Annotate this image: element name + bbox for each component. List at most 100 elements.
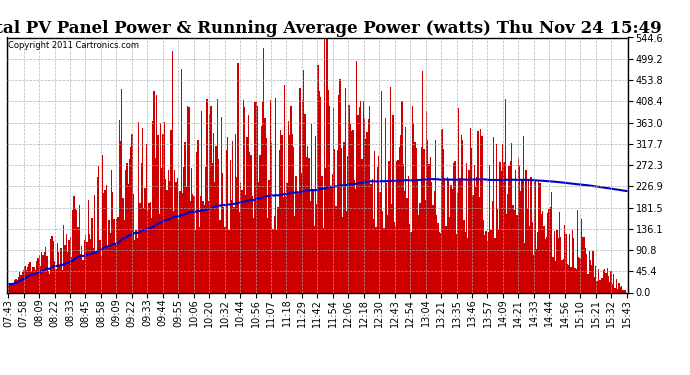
Bar: [316, 204, 317, 292]
Bar: [257, 106, 258, 292]
Bar: [77, 227, 79, 292]
Bar: [603, 270, 604, 292]
Bar: [162, 134, 164, 292]
Bar: [117, 217, 119, 292]
Bar: [388, 161, 390, 292]
Bar: [262, 101, 263, 292]
Bar: [169, 182, 170, 292]
Bar: [313, 226, 315, 292]
Bar: [553, 231, 555, 292]
Bar: [611, 271, 612, 292]
Bar: [618, 283, 620, 292]
Bar: [108, 220, 110, 292]
Bar: [528, 180, 529, 292]
Bar: [304, 114, 306, 292]
Bar: [242, 100, 244, 292]
Bar: [454, 160, 455, 292]
Bar: [246, 137, 248, 292]
Bar: [378, 156, 380, 292]
Bar: [384, 118, 386, 292]
Bar: [337, 150, 338, 292]
Bar: [143, 209, 144, 292]
Bar: [297, 191, 298, 292]
Bar: [404, 190, 405, 292]
Bar: [350, 124, 351, 292]
Bar: [365, 140, 366, 292]
Bar: [464, 232, 466, 292]
Bar: [213, 133, 214, 292]
Bar: [317, 64, 319, 292]
Bar: [587, 274, 589, 292]
Bar: [513, 210, 515, 292]
Bar: [374, 151, 375, 292]
Bar: [381, 91, 382, 292]
Bar: [311, 124, 313, 292]
Bar: [54, 261, 55, 292]
Bar: [331, 188, 332, 292]
Bar: [39, 255, 40, 292]
Bar: [390, 87, 391, 292]
Bar: [22, 272, 23, 292]
Bar: [334, 150, 335, 292]
Bar: [195, 230, 196, 292]
Bar: [344, 88, 346, 292]
Bar: [40, 266, 41, 292]
Bar: [326, 38, 328, 292]
Bar: [263, 48, 264, 292]
Bar: [380, 192, 381, 292]
Bar: [348, 105, 350, 292]
Bar: [26, 270, 27, 292]
Bar: [485, 231, 486, 292]
Bar: [359, 108, 360, 292]
Bar: [110, 233, 111, 292]
Bar: [50, 239, 52, 292]
Bar: [393, 222, 395, 292]
Bar: [178, 220, 179, 292]
Bar: [591, 265, 593, 292]
Bar: [558, 238, 559, 292]
Bar: [258, 182, 259, 292]
Bar: [560, 237, 562, 292]
Bar: [273, 216, 275, 292]
Bar: [466, 163, 467, 292]
Bar: [103, 193, 104, 292]
Bar: [575, 269, 577, 292]
Bar: [409, 224, 411, 292]
Bar: [249, 152, 250, 292]
Bar: [531, 177, 532, 292]
Bar: [285, 195, 286, 292]
Bar: [95, 252, 97, 292]
Bar: [58, 252, 59, 292]
Bar: [59, 267, 61, 292]
Bar: [244, 106, 245, 292]
Bar: [483, 220, 484, 292]
Bar: [174, 170, 175, 292]
Bar: [324, 38, 325, 292]
Bar: [113, 219, 115, 292]
Bar: [436, 215, 437, 292]
Bar: [68, 240, 70, 292]
Bar: [179, 192, 181, 292]
Bar: [482, 136, 483, 292]
Bar: [307, 146, 308, 292]
Bar: [400, 135, 402, 292]
Bar: [125, 170, 126, 292]
Bar: [537, 231, 538, 292]
Bar: [233, 207, 235, 292]
Bar: [48, 270, 49, 292]
Bar: [164, 122, 165, 292]
Bar: [507, 194, 509, 292]
Bar: [343, 142, 344, 292]
Bar: [276, 230, 277, 292]
Bar: [61, 248, 62, 292]
Bar: [80, 254, 81, 292]
Text: Copyright 2011 Cartronics.com: Copyright 2011 Cartronics.com: [8, 41, 139, 50]
Bar: [322, 228, 324, 292]
Bar: [562, 260, 563, 292]
Bar: [141, 164, 142, 292]
Bar: [605, 273, 607, 292]
Bar: [600, 279, 602, 292]
Bar: [55, 270, 57, 292]
Bar: [245, 195, 246, 292]
Bar: [205, 167, 206, 292]
